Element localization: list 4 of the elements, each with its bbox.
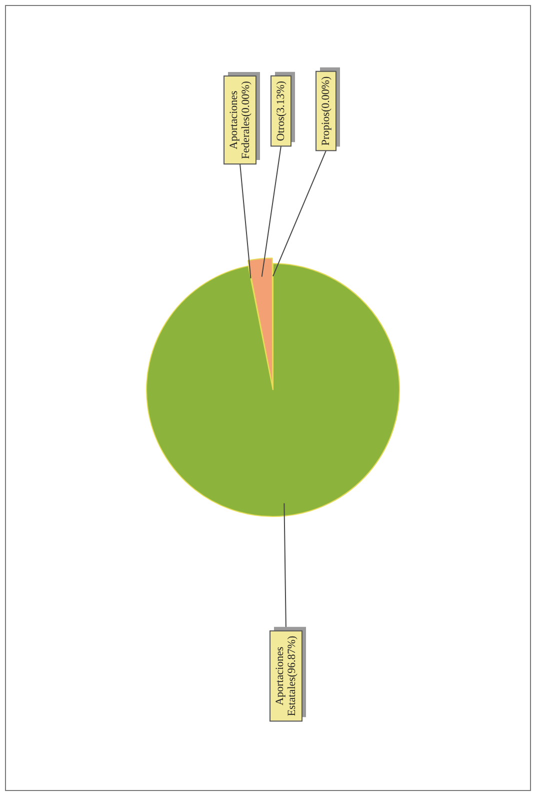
slice-label: Aportaciones Estatales(96.87%) (274, 636, 298, 716)
category-label: Aportaciones Federales(0.00%) (228, 81, 252, 159)
slice-label: Otros(3.13%) (274, 80, 287, 142)
category-label: Propios(0.00%) (320, 76, 332, 146)
